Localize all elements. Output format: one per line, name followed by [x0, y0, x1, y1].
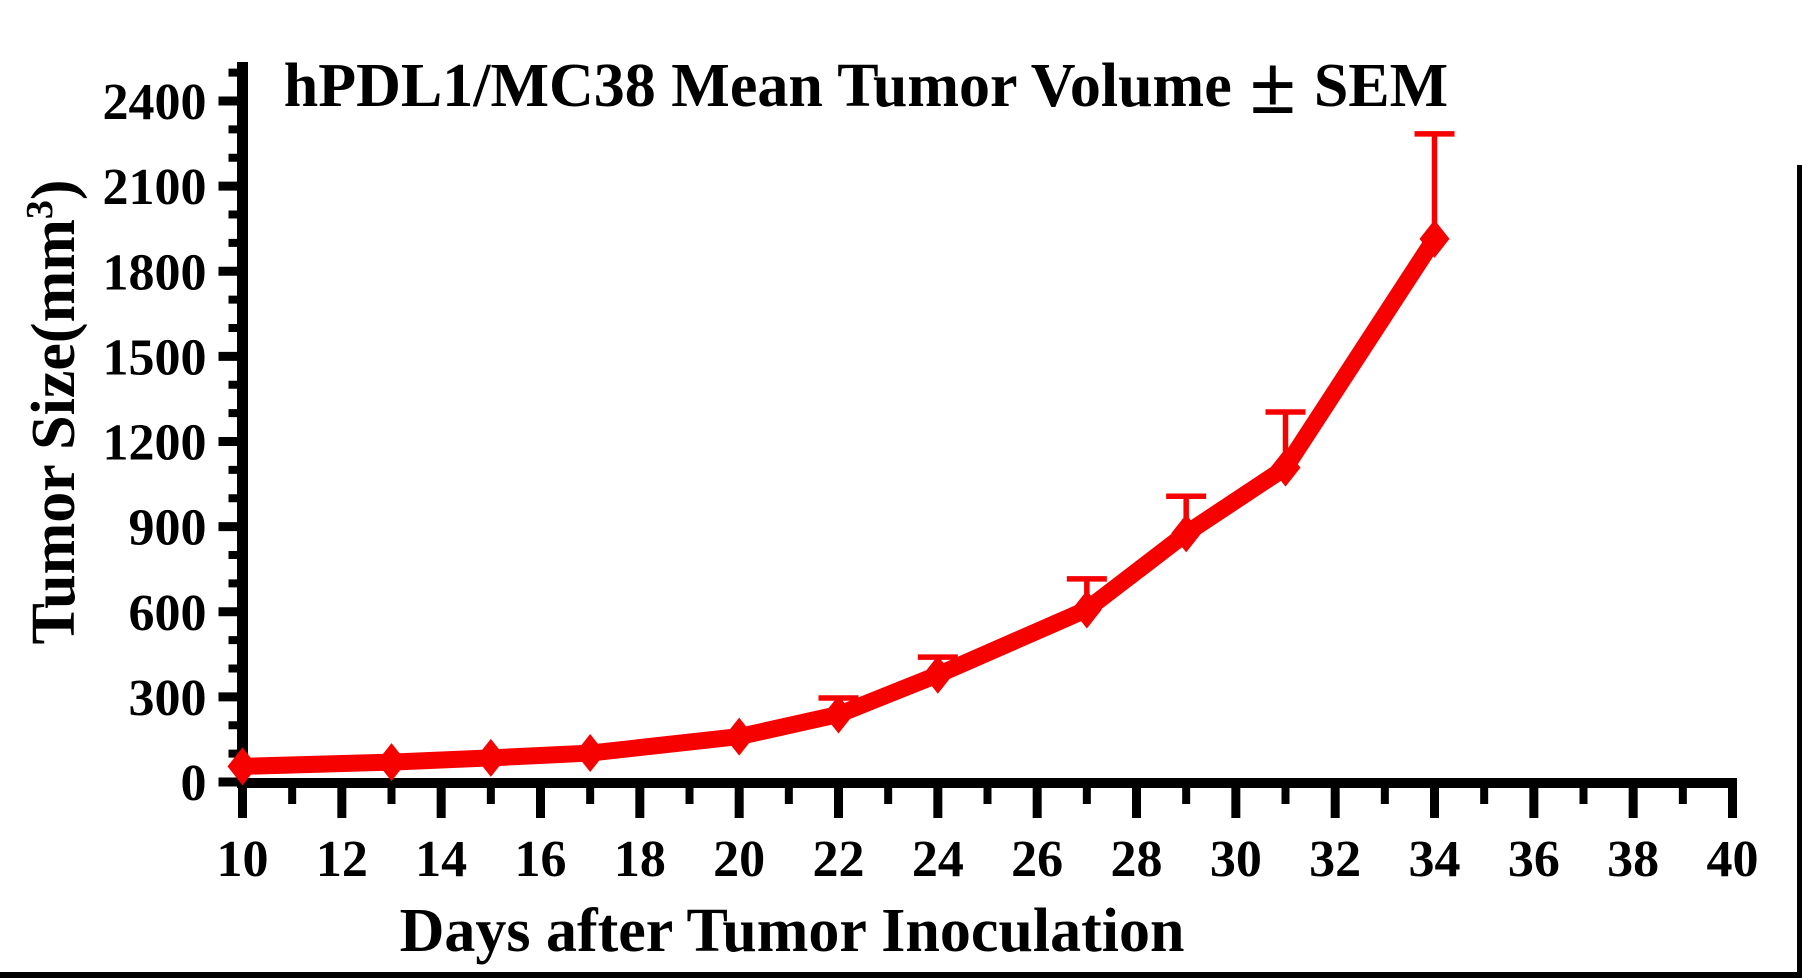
error-bars: [818, 131, 1455, 715]
diamond-marker: [1171, 514, 1202, 553]
x-tick-label: 36: [1508, 831, 1560, 888]
diamond-marker: [376, 743, 407, 782]
y-tick-label: 2100: [103, 159, 207, 216]
superscript-3: 3: [19, 200, 61, 219]
y-axis-title: Tumor Size(mm3): [19, 179, 88, 644]
x-tick-label: 14: [415, 831, 467, 888]
diamond-marker: [1270, 448, 1301, 487]
plus-minus-symbol: ±: [1250, 39, 1296, 132]
chart-title: hPDL1/MC38 Mean Tumor Volume ± SEM: [284, 39, 1448, 132]
bottom-border-line: [0, 972, 1802, 978]
x-tick-label: 26: [1011, 831, 1063, 888]
series-markers: [227, 219, 1450, 786]
x-tick-label: 34: [1409, 831, 1461, 888]
x-tick-label: 18: [614, 831, 666, 888]
y-tick-label: 1800: [103, 244, 207, 301]
y-tick-label: 2400: [103, 74, 207, 131]
x-tick-label: 10: [217, 831, 269, 888]
diamond-marker: [1419, 219, 1450, 258]
x-ticks: 10 12 14 16 18 20 22 24 26 28 30 32 34 36 38 40: [217, 780, 1759, 888]
axes: [237, 62, 1737, 788]
right-border-line: [1797, 165, 1802, 978]
y-tick-label: 0: [181, 755, 207, 812]
diamond-marker: [575, 734, 606, 773]
diamond-marker: [475, 738, 506, 777]
x-tick-label: 38: [1607, 831, 1659, 888]
y-tick-label: 300: [129, 670, 207, 727]
series-line: [234, 230, 1444, 775]
x-tick-label: 22: [813, 831, 865, 888]
y-tick-label: 1500: [103, 329, 207, 386]
series-hpdl1-mc38: [227, 131, 1455, 786]
y-ticks: 0 300 600 900 1200 1500 1800 2100 2400: [103, 68, 243, 812]
x-tick-label: 24: [912, 831, 964, 888]
x-tick-label: 40: [1707, 831, 1759, 888]
x-tick-label: 20: [713, 831, 765, 888]
diamond-marker: [724, 717, 755, 756]
x-tick-label: 30: [1210, 831, 1262, 888]
diamond-marker: [1071, 590, 1102, 629]
diamond-marker: [922, 655, 953, 694]
x-tick-label: 32: [1309, 831, 1361, 888]
diamond-marker: [227, 747, 258, 786]
diamond-marker: [823, 695, 854, 734]
x-tick-label: 28: [1111, 831, 1163, 888]
x-axis-title: Days after Tumor Inoculation: [400, 897, 1185, 965]
x-tick-label: 12: [316, 831, 368, 888]
x-tick-label: 16: [515, 831, 567, 888]
y-tick-label: 900: [129, 500, 207, 557]
y-tick-label: 1200: [103, 415, 207, 472]
y-tick-label: 600: [129, 585, 207, 642]
